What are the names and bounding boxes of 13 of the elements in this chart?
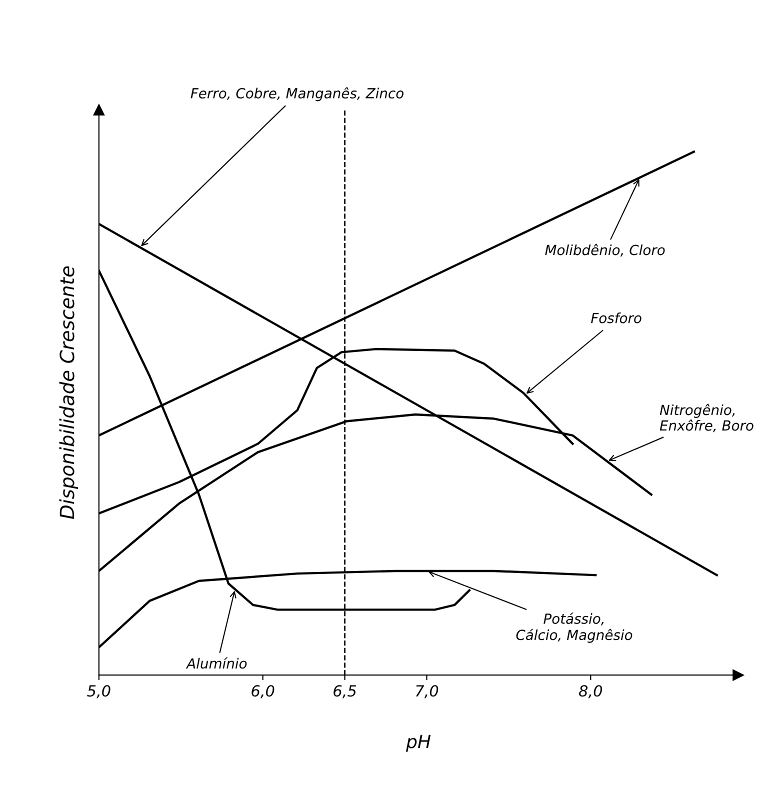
x-tick-label: 8,0 [579, 685, 602, 698]
text: Ferro, Cobre, Manganês, Zinco [190, 87, 404, 102]
x-tick-label: 6,0 [252, 685, 274, 698]
y-axis-title: Disponibilidade Crescente [59, 266, 78, 519]
text: Alumínio [186, 657, 247, 669]
text: Fosforo [591, 312, 642, 324]
series-label: Molibdênio, Cloro [545, 244, 665, 257]
text: Nitrogênio, Enxôfre, Boro [660, 404, 754, 432]
x-tick-label: 6,5 [334, 685, 356, 698]
x-tick-label: 5,0 [87, 685, 110, 698]
text: Potássio, Cálcio, Magnêsio [516, 612, 632, 643]
x-axis-title: pH [406, 734, 431, 752]
x-tick-label: 7,0 [416, 685, 438, 698]
